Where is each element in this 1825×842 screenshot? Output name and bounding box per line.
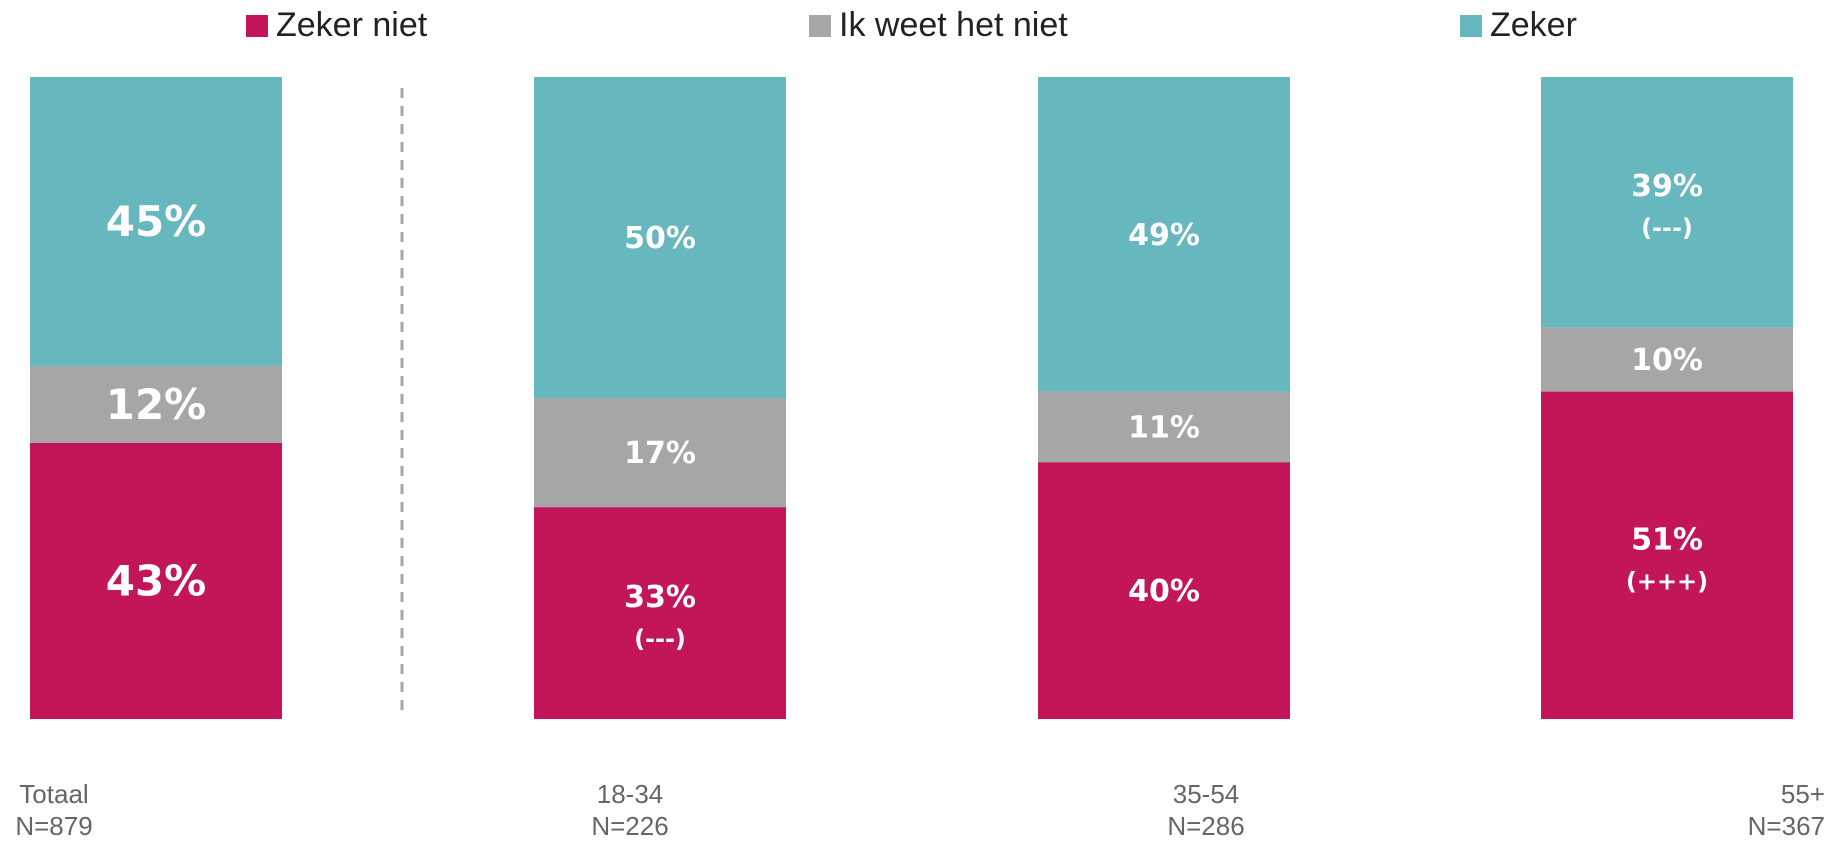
category-name: Totaal (19, 779, 89, 809)
legend-item-zeker-niet: Zeker niet (246, 6, 427, 45)
category-name: 35-54 (1172, 779, 1240, 809)
category-label-55-plus: 55+ N=367 (1645, 778, 1825, 842)
category-label-35-54: 35-54 N=286 (1116, 778, 1296, 842)
category-sample-size: N=226 (591, 811, 669, 841)
category-label-18-34: 18-34 N=226 (540, 778, 720, 842)
data-label-zeker-niet-18-34: 33% (624, 580, 696, 615)
bar-segment-ik-weet-het-niet-55 (1541, 327, 1793, 392)
significance-label-zeker-55: (---) (1641, 214, 1693, 242)
significance-label-zeker-niet-18-34: (---) (634, 625, 686, 653)
data-label-zeker-totaal: 45% (106, 197, 207, 246)
data-label-zeker-55: 39% (1631, 169, 1703, 204)
bar-segment-zeker-niet-totaal (30, 442, 282, 719)
data-label-zeker-35-54: 49% (1128, 218, 1200, 253)
data-label-ik-weet-het-niet-18-34: 17% (624, 436, 696, 471)
data-label-ik-weet-het-niet-totaal: 12% (106, 380, 207, 429)
bar-segment-zeker-niet-55 (1541, 391, 1793, 719)
legend-label-ik-weet-het-niet: Ik weet het niet (839, 6, 1068, 44)
bar-segment-ik-weet-het-niet-35-54 (1038, 391, 1290, 463)
legend-label-zeker-niet: Zeker niet (276, 6, 428, 44)
category-name: 55+ (1780, 779, 1825, 809)
legend-swatch-zeker (1460, 14, 1482, 37)
bar-segment-zeker-35-54 (1038, 77, 1290, 392)
bar-segment-ik-weet-het-niet-18-34 (534, 398, 786, 508)
category-name: 18-34 (596, 779, 664, 809)
data-label-zeker-niet-totaal: 43% (106, 557, 207, 606)
bar-segment-zeker-niet-35-54 (1038, 462, 1290, 719)
legend-swatch-zeker-niet (246, 14, 268, 37)
data-label-ik-weet-het-niet-55: 10% (1631, 343, 1703, 378)
data-label-zeker-niet-35-54: 40% (1128, 574, 1200, 609)
data-label-ik-weet-het-niet-35-54: 11% (1128, 410, 1200, 445)
bar-segment-zeker-55 (1541, 77, 1793, 328)
legend-swatch-ik-weet-het-niet (809, 14, 831, 37)
legend-item-ik-weet-het-niet: Ik weet het niet (809, 6, 1068, 45)
category-sample-size: N=367 (1747, 811, 1825, 841)
category-sample-size: N=879 (15, 811, 93, 841)
bar-segment-zeker-niet-18-34 (534, 507, 786, 719)
bar-segment-zeker-18-34 (534, 77, 786, 398)
category-sample-size: N=286 (1167, 811, 1245, 841)
data-label-zeker-18-34: 50% (624, 221, 696, 256)
legend-item-zeker: Zeker (1460, 6, 1577, 45)
bar-segment-ik-weet-het-niet-totaal (30, 365, 282, 443)
category-label-totaal: Totaal N=879 (0, 778, 144, 842)
bar-segment-zeker-totaal (30, 77, 282, 366)
significance-label-zeker-niet-55: (+++) (1626, 567, 1708, 595)
data-label-zeker-niet-55: 51% (1631, 522, 1703, 557)
legend-label-zeker: Zeker (1490, 6, 1577, 44)
